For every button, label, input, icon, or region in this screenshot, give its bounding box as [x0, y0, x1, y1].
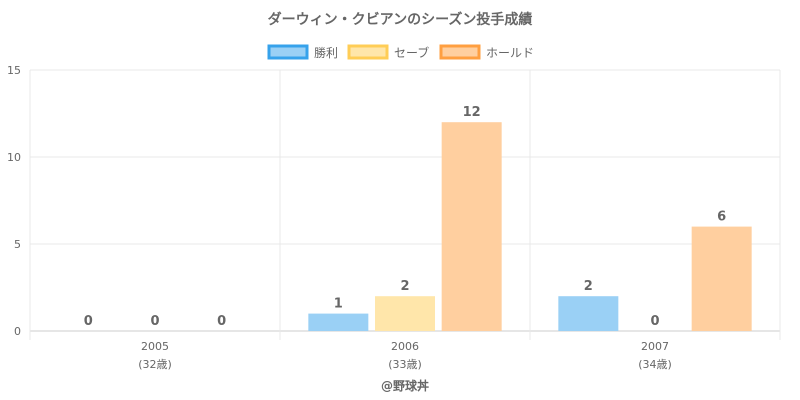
bar-value-label: 1: [334, 297, 343, 312]
bar-value-label: 6: [717, 210, 726, 225]
bar-value-label: 2: [584, 279, 593, 294]
legend-swatch-1: [347, 44, 389, 60]
x-tick-sublabel: (32歳): [138, 358, 172, 371]
legend-label-2: ホールド: [486, 46, 534, 60]
bars: [308, 122, 752, 331]
bar: [375, 296, 435, 331]
bar: [441, 122, 502, 331]
x-tick-sublabel: (33歳): [388, 358, 422, 371]
y-tick-label: 15: [7, 64, 21, 77]
bar-value-label: 0: [150, 314, 159, 329]
y-axis: 0 5 10 15: [7, 64, 21, 338]
x-tick-label: 2006: [391, 340, 419, 353]
grid: [29, 69, 781, 340]
bar-value-label: 0: [84, 314, 93, 329]
bar-value-label: 2: [400, 279, 409, 294]
x-tick-sublabel: (34歳): [638, 358, 672, 371]
legend-swatch-0: [267, 44, 309, 60]
x-axis: 2005 (32歳) 2006 (33歳) 2007 (34歳): [138, 340, 672, 371]
legend-label-0: 勝利: [314, 45, 338, 60]
chart-title: ダーウィン・クビアンのシーズン投手成績: [268, 11, 533, 28]
bar-value-label: 12: [463, 105, 481, 120]
y-tick-label: 5: [14, 238, 21, 251]
credit: @野球丼: [381, 378, 429, 393]
legend: 勝利 セーブ ホールド: [267, 44, 534, 60]
legend-label-1: セーブ: [394, 45, 429, 60]
y-tick-label: 10: [7, 151, 21, 164]
y-tick-label: 0: [14, 325, 21, 338]
x-tick-label: 2005: [141, 340, 169, 353]
bar: [558, 296, 619, 331]
bar: [691, 226, 752, 331]
x-tick-label: 2007: [641, 340, 669, 353]
bar-value-label: 0: [217, 314, 226, 329]
bar: [308, 313, 369, 331]
bar-value-label: 0: [650, 314, 659, 329]
legend-swatch-2: [439, 44, 481, 60]
